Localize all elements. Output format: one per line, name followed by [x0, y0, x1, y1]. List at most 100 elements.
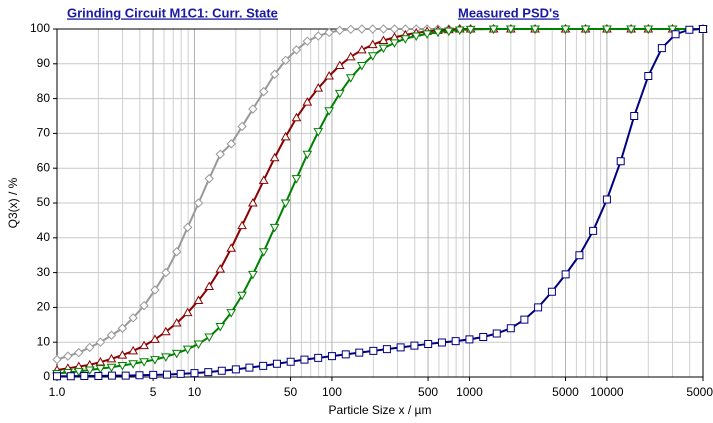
data-point [248, 270, 258, 280]
data-point [74, 347, 84, 358]
data-point [367, 52, 378, 61]
y-tick-label: 90 [37, 56, 51, 70]
y-tick-label: 0 [43, 369, 50, 383]
data-point [313, 31, 323, 41]
data-point [506, 324, 515, 333]
data-point [259, 361, 268, 370]
data-point [454, 26, 465, 36]
data-point [258, 248, 269, 257]
data-point [465, 25, 476, 35]
data-point [291, 175, 302, 184]
data-point [172, 247, 182, 257]
data-point [291, 45, 302, 55]
data-point [237, 220, 247, 230]
data-point [616, 157, 625, 166]
data-point [699, 25, 707, 33]
data-point [245, 363, 254, 372]
data-point [324, 70, 335, 80]
data-point [602, 25, 612, 35]
data-point [356, 62, 367, 71]
data-point [534, 303, 543, 312]
data-point [128, 345, 139, 355]
data-point [182, 307, 193, 317]
data-point [530, 25, 540, 35]
data-point [443, 27, 454, 37]
data-point [411, 32, 422, 41]
data-point [345, 74, 356, 83]
y-axis-label: Q3(x) / % [6, 177, 20, 228]
data-point [437, 338, 446, 347]
data-point [231, 365, 240, 374]
data-point [465, 335, 474, 344]
data-point [671, 30, 680, 39]
y-tick-label: 100 [30, 21, 50, 35]
data-point [357, 24, 367, 34]
data-point [479, 332, 488, 341]
data-point [237, 121, 247, 132]
data-point [378, 35, 389, 44]
data-point [378, 24, 389, 34]
data-point [505, 25, 516, 35]
data-point [106, 353, 117, 363]
y-tick-label: 10 [37, 334, 51, 348]
data-point [193, 340, 204, 349]
data-point [410, 341, 419, 350]
data-point [314, 353, 323, 362]
data-point [237, 291, 247, 301]
data-point [128, 360, 139, 369]
data-point [335, 25, 345, 36]
data-point [269, 223, 280, 233]
data-point [492, 329, 501, 338]
data-point [324, 107, 335, 116]
data-point [382, 345, 391, 354]
data-point [117, 350, 128, 359]
data-point [215, 149, 225, 159]
data-point [204, 281, 215, 291]
data-point [248, 197, 258, 207]
x-tick-label: 1000 [456, 385, 483, 399]
data-point [193, 295, 204, 304]
data-point [162, 370, 171, 379]
data-point [204, 173, 214, 184]
data-point [300, 355, 309, 364]
data-point [128, 313, 138, 323]
y-tick-label: 30 [37, 265, 51, 279]
data-point [182, 222, 193, 233]
data-point [269, 152, 280, 162]
y-tick-label: 80 [37, 91, 51, 105]
chart-subtitle: Measured PSD's [458, 5, 559, 20]
data-point [422, 30, 432, 39]
data-point [313, 128, 324, 137]
data-point [139, 300, 149, 311]
data-point [85, 342, 95, 353]
data-point [302, 150, 313, 160]
data-point [215, 323, 226, 332]
data-point [84, 366, 95, 376]
data-point [171, 318, 182, 327]
data-point [378, 44, 389, 54]
data-point [580, 25, 591, 35]
data-point [139, 340, 149, 350]
data-point [589, 226, 598, 235]
data-point [286, 357, 295, 366]
data-point [190, 369, 199, 378]
data-point [135, 371, 144, 380]
data-point [117, 362, 128, 371]
data-point [160, 326, 171, 336]
data-point [400, 35, 411, 44]
data-point [560, 25, 571, 35]
data-point [369, 346, 378, 355]
data-point [520, 315, 529, 324]
data-point [95, 365, 106, 374]
x-tick-label: 5 [150, 385, 157, 399]
data-point [644, 71, 653, 80]
data-point [107, 371, 116, 380]
data-point [121, 371, 130, 380]
data-point [204, 368, 213, 377]
x-tick-label: 50000 [686, 385, 713, 399]
data-point [53, 372, 61, 381]
data-point [94, 371, 103, 380]
data-point [657, 44, 666, 53]
data-point [280, 199, 291, 209]
